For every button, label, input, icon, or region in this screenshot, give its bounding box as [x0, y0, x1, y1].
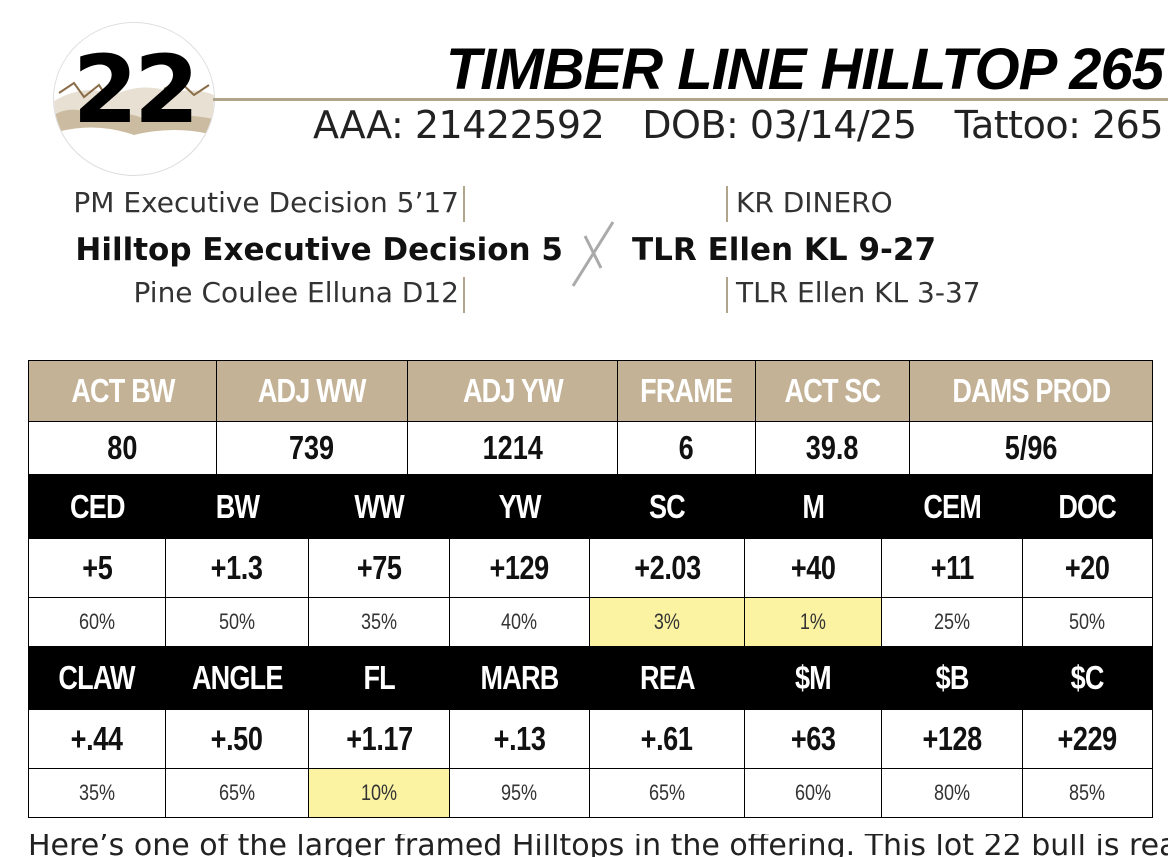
epd-header-cell: BW	[165, 475, 309, 539]
animal-name: TIMBER LINE HILLTOP 265	[445, 37, 1164, 102]
epd-header-cell: YW	[449, 475, 590, 539]
epd-header-cell: SC	[589, 475, 745, 539]
description-text-content: Here’s one of the larger framed Hilltops…	[28, 834, 1168, 857]
lot-number-badge: 22	[53, 22, 215, 176]
dam-sire: KR DINERO	[736, 186, 893, 219]
header-cell: ACT SC	[755, 360, 910, 422]
description-text: Here’s one of the larger framed Hilltops…	[28, 834, 1168, 857]
header-cell: FRAME	[617, 360, 756, 422]
epd-value-cell: +40	[744, 538, 882, 598]
epd-value-cell: +20	[1022, 538, 1153, 598]
percentile-cell: 85%	[1022, 768, 1153, 818]
sire: Hilltop Executive Decision 5	[75, 232, 563, 268]
percentile-cell: 50%	[165, 597, 309, 647]
epd-value-cell: +.50	[165, 709, 309, 769]
percentile-cell: 1%	[744, 597, 882, 647]
value-cell: 5/96	[909, 421, 1153, 475]
epd-header-row: CED BW WW YW SC M CEM DOC	[28, 475, 1153, 539]
percentile-cell: 40%	[449, 597, 590, 647]
percentile-cell: 35%	[28, 768, 166, 818]
value-cell: 80	[28, 421, 217, 475]
epd-header-cell: REA	[589, 646, 745, 710]
epd-header-cell: $B	[881, 646, 1023, 710]
title-divider	[213, 98, 1168, 101]
epd-header-cell: $C	[1022, 646, 1153, 710]
percentile-cell: 25%	[881, 597, 1023, 647]
epd-value-cell: +11	[881, 538, 1023, 598]
tattoo: Tattoo: 265	[954, 103, 1164, 147]
birth-date: DOB: 03/14/25	[642, 103, 917, 147]
epd-value-cell: +2.03	[589, 538, 745, 598]
epd-header-cell: CED	[28, 475, 166, 539]
epd-value-cell: +75	[308, 538, 450, 598]
header-cell: ADJ YW	[407, 360, 618, 422]
epd-header-cell: DOC	[1022, 475, 1153, 539]
header-cell: ACT BW	[28, 360, 217, 422]
epd-value-cell: +.44	[28, 709, 166, 769]
percentile-cell: 60%	[744, 768, 882, 818]
epd-value-cell: +.61	[589, 709, 745, 769]
epd-header-cell: $M	[744, 646, 882, 710]
cross-mark-icon	[571, 221, 615, 287]
lot-number: 22	[72, 36, 200, 145]
registration-line: AAA: 21422592 DOB: 03/14/25 Tattoo: 265	[313, 103, 1163, 147]
aaa-number: AAA: 21422592	[313, 103, 605, 147]
pedigree-bar	[726, 186, 728, 222]
epd-value-row: +.44 +.50 +1.17 +.13 +.61 +63 +128 +229	[28, 709, 1153, 769]
epd-value-cell: +128	[881, 709, 1023, 769]
epd-value-cell: +129	[449, 538, 590, 598]
percentile-cell: 95%	[449, 768, 590, 818]
sire-sire: PM Executive Decision 5’17	[73, 186, 459, 219]
percentile-cell: 65%	[165, 768, 309, 818]
percentile-cell: 60%	[28, 597, 166, 647]
epd-header-cell: M	[744, 475, 882, 539]
epd-header-cell: ANGLE	[165, 646, 309, 710]
landscape-photo	[54, 23, 214, 175]
pedigree-bar	[726, 277, 728, 313]
header-cell: DAMS PROD	[909, 360, 1153, 422]
epd-header-cell: CEM	[881, 475, 1023, 539]
epd-value-cell: +5	[28, 538, 166, 598]
dam-dam: TLR Ellen KL 3-37	[736, 276, 981, 309]
percentile-cell: 10%	[308, 768, 450, 818]
value-cell: 39.8	[755, 421, 910, 475]
pedigree-bar	[463, 186, 465, 222]
performance-header-row: ACT BW ADJ WW ADJ YW FRAME ACT SC DAMS P…	[28, 360, 1153, 422]
epd-value-cell: +1.3	[165, 538, 309, 598]
epd-value-cell: +1.17	[308, 709, 450, 769]
epd-value-cell: +229	[1022, 709, 1153, 769]
sire-dam: Pine Coulee Elluna D12	[133, 276, 459, 309]
percentile-cell: 80%	[881, 768, 1023, 818]
value-cell: 739	[216, 421, 408, 475]
epd-header-cell: FL	[308, 646, 450, 710]
epd-value-cell: +.13	[449, 709, 590, 769]
epd-header-cell: CLAW	[28, 646, 166, 710]
value-cell: 1214	[407, 421, 618, 475]
value-cell: 6	[617, 421, 756, 475]
percentile-cell: 65%	[589, 768, 745, 818]
performance-value-row: 80 739 1214 6 39.8 5/96	[28, 421, 1153, 475]
percentile-cell: 35%	[308, 597, 450, 647]
percentile-cell: 50%	[1022, 597, 1153, 647]
epd-header-row: CLAW ANGLE FL MARB REA $M $B $C	[28, 646, 1153, 710]
epd-value-row: +5 +1.3 +75 +129 +2.03 +40 +11 +20	[28, 538, 1153, 598]
dam: TLR Ellen KL 9-27	[632, 232, 937, 268]
percentile-cell: 3%	[589, 597, 745, 647]
performance-table: ACT BW ADJ WW ADJ YW FRAME ACT SC DAMS P…	[28, 360, 1153, 475]
epd-header-cell: MARB	[449, 646, 590, 710]
epd-value-cell: +63	[744, 709, 882, 769]
pedigree-bar	[463, 277, 465, 313]
epd-percentile-row: 35% 65% 10% 95% 65% 60% 80% 85%	[28, 768, 1153, 818]
epd-percentile-row: 60% 50% 35% 40% 3% 1% 25% 50%	[28, 597, 1153, 647]
epd-table: CED BW WW YW SC M CEM DOC +5 +1.3 +75 +1…	[28, 475, 1153, 818]
header-cell: ADJ WW	[216, 360, 408, 422]
epd-header-cell: WW	[308, 475, 450, 539]
